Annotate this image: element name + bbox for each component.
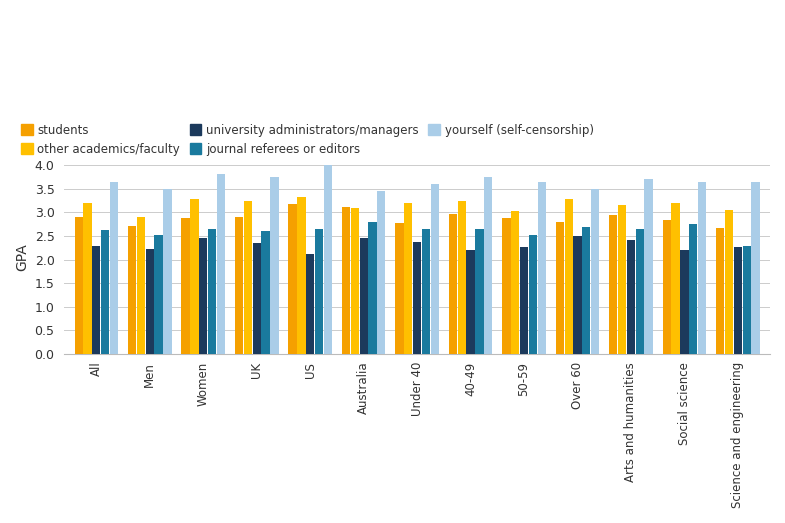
Bar — [396, 223, 403, 354]
Bar — [725, 210, 733, 354]
Bar — [573, 236, 582, 354]
Bar — [663, 220, 671, 354]
Bar — [83, 203, 92, 354]
Bar — [475, 230, 484, 354]
Y-axis label: GPA: GPA — [15, 243, 29, 271]
Bar — [751, 181, 760, 354]
Bar — [270, 177, 279, 354]
Legend: students, other academics/faculty, university administrators/managers, journal r: students, other academics/faculty, unive… — [20, 124, 593, 156]
Bar — [458, 201, 466, 354]
Bar — [689, 224, 697, 354]
Bar — [716, 228, 725, 354]
Bar — [110, 181, 119, 354]
Bar — [636, 229, 644, 354]
Bar — [360, 238, 368, 354]
Bar — [564, 199, 573, 354]
Bar — [404, 203, 412, 354]
Bar — [261, 231, 270, 354]
Bar — [431, 184, 439, 354]
Bar — [306, 254, 314, 354]
Bar — [511, 211, 520, 354]
Bar — [609, 215, 618, 354]
Bar — [288, 204, 297, 354]
Bar — [101, 230, 109, 354]
Bar — [323, 165, 332, 354]
Bar — [244, 201, 252, 354]
Bar — [199, 238, 207, 354]
Bar — [146, 249, 154, 354]
Bar — [235, 217, 243, 354]
Bar — [377, 191, 385, 354]
Bar — [671, 203, 680, 354]
Bar — [181, 218, 190, 354]
Bar — [538, 181, 546, 354]
Bar — [217, 174, 225, 354]
Bar — [351, 208, 359, 354]
Bar — [466, 250, 475, 354]
Bar — [190, 199, 199, 354]
Bar — [449, 214, 457, 354]
Bar — [698, 181, 706, 354]
Bar — [582, 227, 590, 354]
Bar — [556, 222, 564, 354]
Bar — [681, 250, 688, 354]
Bar — [743, 246, 751, 354]
Bar — [342, 207, 350, 354]
Bar — [253, 243, 261, 354]
Bar — [137, 217, 145, 354]
Bar — [92, 246, 100, 354]
Bar — [155, 235, 162, 354]
Bar — [315, 229, 323, 354]
Bar — [734, 247, 742, 354]
Bar — [75, 217, 83, 354]
Bar — [484, 177, 492, 354]
Bar — [502, 218, 510, 354]
Bar — [618, 205, 626, 354]
Bar — [208, 230, 216, 354]
Bar — [529, 235, 537, 354]
Bar — [627, 240, 635, 354]
Bar — [368, 222, 377, 354]
Bar — [298, 197, 305, 354]
Bar — [128, 225, 137, 354]
Bar — [520, 247, 528, 354]
Bar — [163, 189, 172, 354]
Bar — [591, 189, 599, 354]
Bar — [422, 229, 430, 354]
Bar — [413, 242, 422, 354]
Bar — [644, 179, 653, 354]
